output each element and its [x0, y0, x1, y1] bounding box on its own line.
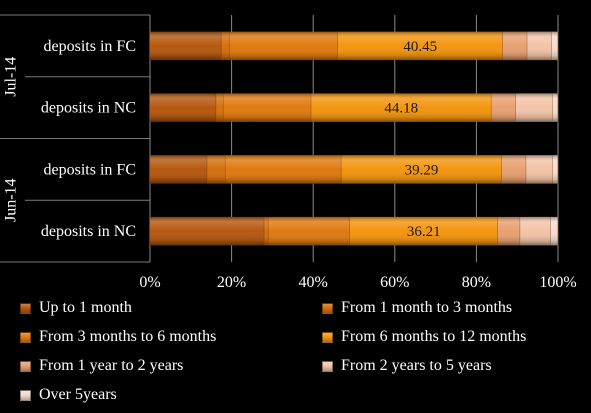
- bar-segment-shading: [501, 155, 527, 184]
- x-tick-label: 0%: [139, 274, 160, 291]
- bar-segment-shading: [150, 155, 208, 184]
- bar-segment-shading: [229, 31, 338, 61]
- bar-segment-shading: [552, 155, 558, 184]
- bar-segment-shading: [520, 216, 551, 246]
- bar-segment-shading: [552, 93, 558, 122]
- legend-swatch: [20, 360, 31, 372]
- bar-segment-shading: [223, 93, 312, 122]
- bar-segment-shading: [311, 93, 492, 122]
- bar-category-label: deposits in FC: [44, 38, 136, 55]
- legend-item: From 1 year to 2 years: [20, 354, 183, 378]
- bar-segment-shading: [527, 31, 552, 61]
- bar-category-label: deposits in FC: [44, 161, 136, 178]
- bar-segment-shading: [150, 216, 265, 246]
- legend-label: Up to 1 month: [39, 299, 132, 316]
- bar-segment-shading: [551, 31, 558, 61]
- group-label: Jul-14: [3, 57, 20, 97]
- bar-data-label: 39.29: [405, 162, 439, 178]
- legend-item: From 1 month to 3 months: [322, 296, 512, 320]
- legend-label: From 3 months to 6 months: [39, 328, 217, 345]
- x-tick-label: 40%: [299, 274, 328, 291]
- bar-segment-shading: [207, 155, 226, 184]
- bar-segment-shading: [515, 93, 553, 122]
- legend-swatch: [322, 331, 333, 343]
- bar-segment-shading: [216, 93, 224, 122]
- legend-label: From 1 month to 3 months: [341, 299, 513, 316]
- bar-segment-shading: [341, 155, 502, 184]
- group-label: Jun-14: [3, 178, 20, 222]
- x-tick-label: 100%: [539, 274, 576, 291]
- bar-segment-shading: [491, 93, 516, 122]
- bar-data-label: 40.45: [403, 39, 437, 55]
- legend-swatch: [322, 360, 333, 372]
- legend-item: From 6 months to 12 months: [322, 325, 526, 349]
- x-tick-label: 20%: [217, 274, 246, 291]
- legend-swatch: [20, 389, 31, 401]
- legend-label: From 6 months to 12 months: [341, 328, 527, 345]
- chart-legend: Up to 1 month From 1 month to 3 months Fro…: [0, 296, 591, 413]
- bar-segment-shading: [264, 216, 269, 246]
- x-tick-label: 80%: [462, 274, 491, 291]
- bar-segment-shading: [502, 31, 528, 61]
- bar-segment-shading: [150, 93, 217, 122]
- bar-segment-shading: [150, 31, 222, 61]
- bar-segment-shading: [225, 155, 342, 184]
- bar-segment-shading: [550, 216, 558, 246]
- legend-item: From 2 years to 5 years: [322, 354, 492, 378]
- legend-label: From 1 year to 2 years: [39, 357, 184, 374]
- bar-segment-shading: [497, 216, 521, 246]
- legend-swatch: [20, 302, 31, 314]
- bar-segment-shading: [337, 31, 503, 61]
- legend-label: Over 5years: [39, 386, 117, 403]
- legend-item: From 3 months to 6 months: [20, 325, 216, 349]
- bar-segment-shading: [526, 155, 553, 184]
- bar-category-label: deposits in NC: [41, 223, 136, 240]
- bar-segment-shading: [268, 216, 350, 246]
- bar-category-label: deposits in NC: [41, 100, 136, 117]
- x-tick-label: 60%: [380, 274, 409, 291]
- bars-layer: [150, 31, 559, 246]
- labels-layer: 0% 20% 40% 60% 80% 100% Jul-14 deposits in FC 40…: [3, 38, 577, 291]
- legend-label: From 2 years to 5 years: [341, 357, 492, 374]
- legend-swatch: [322, 302, 333, 314]
- bar-data-label: 44.18: [384, 101, 418, 117]
- bar-data-label: 36.21: [407, 224, 441, 240]
- bar-segment-shading: [221, 31, 230, 61]
- legend-swatch: [20, 331, 31, 343]
- legend-item: Over 5years: [20, 383, 117, 407]
- bar-segment-shading: [349, 216, 498, 246]
- legend-item: Up to 1 month: [20, 296, 132, 320]
